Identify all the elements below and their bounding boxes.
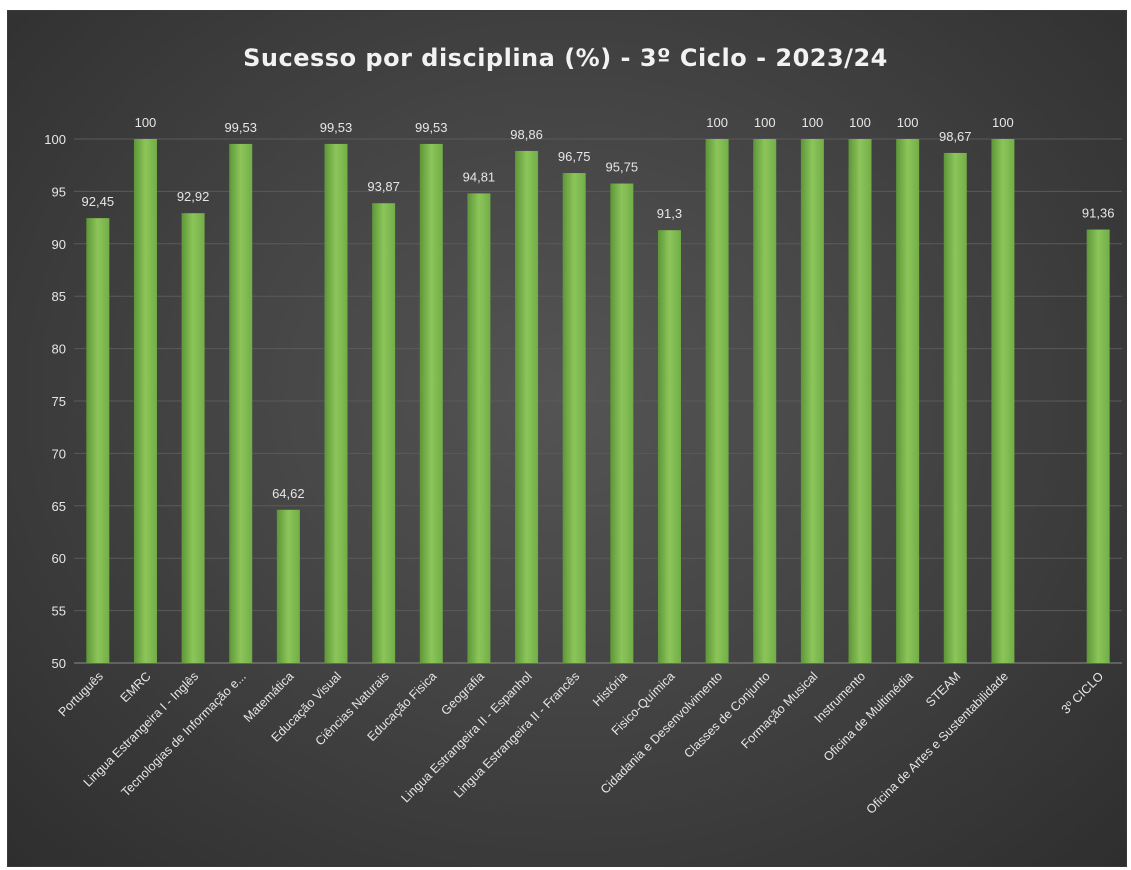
bar <box>133 139 157 663</box>
bar <box>324 143 348 663</box>
data-label: 95,75 <box>606 160 639 175</box>
bar <box>276 509 300 663</box>
bar <box>515 150 539 663</box>
chart-title: Sucesso por disciplina (%) - 3º Ciclo - … <box>243 44 888 72</box>
data-label: 100 <box>992 115 1014 130</box>
x-tick-label: História <box>590 669 630 709</box>
y-tick-label: 100 <box>44 132 66 147</box>
data-label: 100 <box>897 115 919 130</box>
y-tick-label: 85 <box>52 289 66 304</box>
data-label: 92,92 <box>177 189 210 204</box>
bar <box>1086 229 1110 664</box>
data-label: 100 <box>802 115 824 130</box>
x-tick-label: Classes de Conjunto <box>681 669 772 760</box>
x-tick-label: Oficina de Multimédia <box>821 669 916 764</box>
y-tick-label: 80 <box>52 342 66 357</box>
data-label: 99,53 <box>320 120 353 135</box>
bar <box>896 139 920 663</box>
data-label: 100 <box>754 115 776 130</box>
data-label: 94,81 <box>463 169 496 184</box>
x-tick-label: Geografia <box>438 669 487 718</box>
data-labels: 92,45 100 92,92 99,53 64,62 99,53 93,87 99,53 94… <box>82 115 1115 501</box>
y-tick-label: 95 <box>52 184 66 199</box>
bar <box>943 152 967 663</box>
bar <box>229 143 253 663</box>
y-tick-label: 50 <box>52 656 66 671</box>
bar <box>753 139 777 663</box>
bars <box>86 139 1110 664</box>
bar <box>562 173 586 663</box>
bar <box>372 203 396 663</box>
bar <box>991 139 1015 663</box>
data-label: 99,53 <box>224 120 257 135</box>
data-label: 64,62 <box>272 486 305 501</box>
y-tick-label: 55 <box>52 604 66 619</box>
data-label: 100 <box>706 115 728 130</box>
bar <box>467 193 491 663</box>
data-label: 92,45 <box>82 194 115 209</box>
bar <box>181 213 205 663</box>
data-label: 98,67 <box>939 129 972 144</box>
x-tick-label: EMRC <box>118 669 154 705</box>
bar <box>610 183 634 664</box>
bar <box>657 230 681 663</box>
bar <box>848 139 872 663</box>
y-tick-label: 75 <box>52 394 66 409</box>
y-tick-label: 70 <box>52 446 66 461</box>
bar <box>86 218 110 663</box>
x-tick-label: Português <box>56 669 106 719</box>
data-label: 91,36 <box>1082 206 1115 221</box>
y-tick-label: 90 <box>52 237 66 252</box>
data-label: 98,86 <box>510 127 543 142</box>
x-tick-label: STEAM <box>923 669 963 709</box>
y-axis: 50 55 60 65 70 75 80 85 90 95 100 <box>44 132 66 671</box>
x-tick-label: 3º CICLO <box>1059 669 1107 717</box>
data-label: 91,3 <box>657 206 682 221</box>
bar <box>419 143 443 663</box>
bar <box>705 139 729 663</box>
data-label: 100 <box>849 115 871 130</box>
data-label: 100 <box>135 115 157 130</box>
data-label: 93,87 <box>367 179 400 194</box>
y-tick-label: 60 <box>52 551 66 566</box>
y-tick-label: 65 <box>52 499 66 514</box>
data-label: 96,75 <box>558 149 591 164</box>
data-label: 99,53 <box>415 120 448 135</box>
bar <box>800 139 824 663</box>
